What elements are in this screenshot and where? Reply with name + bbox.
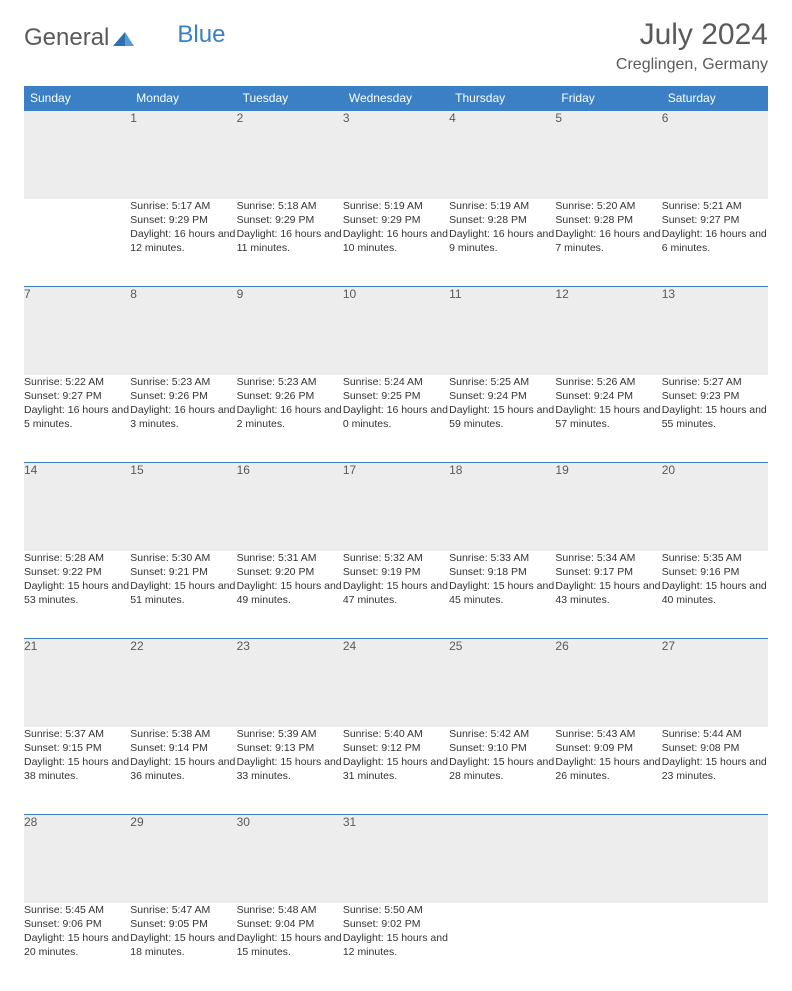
day-number-cell: 8	[130, 287, 236, 375]
day-number-cell: 27	[662, 639, 768, 727]
day-number-cell: 4	[449, 111, 555, 199]
day-detail-cell: Sunrise: 5:19 AM Sunset: 9:29 PM Dayligh…	[343, 199, 449, 287]
day-number-cell: 10	[343, 287, 449, 375]
weekday-header: Wednesday	[343, 86, 449, 111]
day-detail-cell: Sunrise: 5:23 AM Sunset: 9:26 PM Dayligh…	[237, 375, 343, 463]
day-detail-cell	[662, 903, 768, 991]
day-detail-cell: Sunrise: 5:25 AM Sunset: 9:24 PM Dayligh…	[449, 375, 555, 463]
day-number-cell: 31	[343, 815, 449, 903]
day-number-cell: 3	[343, 111, 449, 199]
day-detail-row: Sunrise: 5:28 AM Sunset: 9:22 PM Dayligh…	[24, 551, 768, 639]
day-detail-cell: Sunrise: 5:31 AM Sunset: 9:20 PM Dayligh…	[237, 551, 343, 639]
day-number-cell: 6	[662, 111, 768, 199]
day-number-cell: 23	[237, 639, 343, 727]
day-detail-cell: Sunrise: 5:19 AM Sunset: 9:28 PM Dayligh…	[449, 199, 555, 287]
weekday-header: Friday	[555, 86, 661, 111]
header: General Blue July 2024 Creglingen, Germa…	[24, 18, 768, 74]
weekday-header: Sunday	[24, 86, 130, 111]
weekday-header: Monday	[130, 86, 236, 111]
page-title: July 2024	[616, 18, 768, 52]
day-detail-cell: Sunrise: 5:33 AM Sunset: 9:18 PM Dayligh…	[449, 551, 555, 639]
day-detail-cell: Sunrise: 5:26 AM Sunset: 9:24 PM Dayligh…	[555, 375, 661, 463]
day-detail-cell	[555, 903, 661, 991]
day-number-cell: 17	[343, 463, 449, 551]
day-detail-cell: Sunrise: 5:48 AM Sunset: 9:04 PM Dayligh…	[237, 903, 343, 991]
day-number-cell: 25	[449, 639, 555, 727]
day-detail-cell: Sunrise: 5:17 AM Sunset: 9:29 PM Dayligh…	[130, 199, 236, 287]
day-detail-row: Sunrise: 5:17 AM Sunset: 9:29 PM Dayligh…	[24, 199, 768, 287]
weekday-header: Tuesday	[237, 86, 343, 111]
title-block: July 2024 Creglingen, Germany	[616, 18, 768, 74]
day-number-cell: 2	[237, 111, 343, 199]
day-number-cell: 19	[555, 463, 661, 551]
day-detail-cell: Sunrise: 5:30 AM Sunset: 9:21 PM Dayligh…	[130, 551, 236, 639]
day-detail-cell: Sunrise: 5:23 AM Sunset: 9:26 PM Dayligh…	[130, 375, 236, 463]
day-detail-cell	[24, 199, 130, 287]
day-number-cell: 15	[130, 463, 236, 551]
day-number-cell: 13	[662, 287, 768, 375]
day-detail-cell: Sunrise: 5:37 AM Sunset: 9:15 PM Dayligh…	[24, 727, 130, 815]
day-number-cell: 26	[555, 639, 661, 727]
day-number-cell	[449, 815, 555, 903]
day-number-cell: 28	[24, 815, 130, 903]
weekday-header: Saturday	[662, 86, 768, 111]
day-number-cell: 16	[237, 463, 343, 551]
day-detail-cell: Sunrise: 5:42 AM Sunset: 9:10 PM Dayligh…	[449, 727, 555, 815]
day-detail-cell: Sunrise: 5:50 AM Sunset: 9:02 PM Dayligh…	[343, 903, 449, 991]
day-number-cell: 5	[555, 111, 661, 199]
day-detail-cell: Sunrise: 5:47 AM Sunset: 9:05 PM Dayligh…	[130, 903, 236, 991]
calendar-table: Sunday Monday Tuesday Wednesday Thursday…	[24, 86, 768, 991]
day-detail-cell: Sunrise: 5:45 AM Sunset: 9:06 PM Dayligh…	[24, 903, 130, 991]
logo-text-general: General	[24, 24, 109, 52]
day-detail-cell: Sunrise: 5:22 AM Sunset: 9:27 PM Dayligh…	[24, 375, 130, 463]
location-label: Creglingen, Germany	[616, 56, 768, 74]
day-detail-cell: Sunrise: 5:18 AM Sunset: 9:29 PM Dayligh…	[237, 199, 343, 287]
day-number-cell	[555, 815, 661, 903]
day-detail-cell: Sunrise: 5:28 AM Sunset: 9:22 PM Dayligh…	[24, 551, 130, 639]
day-number-cell: 1	[130, 111, 236, 199]
day-detail-cell: Sunrise: 5:44 AM Sunset: 9:08 PM Dayligh…	[662, 727, 768, 815]
day-number-cell: 11	[449, 287, 555, 375]
weekday-header-row: Sunday Monday Tuesday Wednesday Thursday…	[24, 86, 768, 111]
day-detail-cell: Sunrise: 5:38 AM Sunset: 9:14 PM Dayligh…	[130, 727, 236, 815]
day-number-cell: 29	[130, 815, 236, 903]
day-number-cell: 20	[662, 463, 768, 551]
logo: General Blue	[24, 24, 225, 52]
day-number-row: 21222324252627	[24, 639, 768, 727]
day-detail-cell: Sunrise: 5:20 AM Sunset: 9:28 PM Dayligh…	[555, 199, 661, 287]
day-number-cell: 18	[449, 463, 555, 551]
day-number-cell: 9	[237, 287, 343, 375]
day-number-row: 123456	[24, 111, 768, 199]
day-detail-cell: Sunrise: 5:21 AM Sunset: 9:27 PM Dayligh…	[662, 199, 768, 287]
day-number-cell: 22	[130, 639, 236, 727]
day-number-cell: 12	[555, 287, 661, 375]
day-detail-cell: Sunrise: 5:34 AM Sunset: 9:17 PM Dayligh…	[555, 551, 661, 639]
day-detail-row: Sunrise: 5:37 AM Sunset: 9:15 PM Dayligh…	[24, 727, 768, 815]
day-number-row: 14151617181920	[24, 463, 768, 551]
triangle-icon	[111, 28, 135, 48]
day-number-cell: 30	[237, 815, 343, 903]
day-detail-cell: Sunrise: 5:39 AM Sunset: 9:13 PM Dayligh…	[237, 727, 343, 815]
day-detail-cell: Sunrise: 5:43 AM Sunset: 9:09 PM Dayligh…	[555, 727, 661, 815]
day-number-cell: 7	[24, 287, 130, 375]
day-number-cell	[662, 815, 768, 903]
day-detail-row: Sunrise: 5:45 AM Sunset: 9:06 PM Dayligh…	[24, 903, 768, 991]
day-detail-row: Sunrise: 5:22 AM Sunset: 9:27 PM Dayligh…	[24, 375, 768, 463]
day-detail-cell	[449, 903, 555, 991]
day-number-row: 28293031	[24, 815, 768, 903]
day-detail-cell: Sunrise: 5:27 AM Sunset: 9:23 PM Dayligh…	[662, 375, 768, 463]
day-number-cell: 21	[24, 639, 130, 727]
day-number-cell: 24	[343, 639, 449, 727]
logo-text-blue: Blue	[177, 21, 225, 49]
day-detail-cell: Sunrise: 5:24 AM Sunset: 9:25 PM Dayligh…	[343, 375, 449, 463]
day-number-cell	[24, 111, 130, 199]
day-detail-cell: Sunrise: 5:32 AM Sunset: 9:19 PM Dayligh…	[343, 551, 449, 639]
weekday-header: Thursday	[449, 86, 555, 111]
day-detail-cell: Sunrise: 5:40 AM Sunset: 9:12 PM Dayligh…	[343, 727, 449, 815]
day-number-row: 78910111213	[24, 287, 768, 375]
day-number-cell: 14	[24, 463, 130, 551]
day-detail-cell: Sunrise: 5:35 AM Sunset: 9:16 PM Dayligh…	[662, 551, 768, 639]
